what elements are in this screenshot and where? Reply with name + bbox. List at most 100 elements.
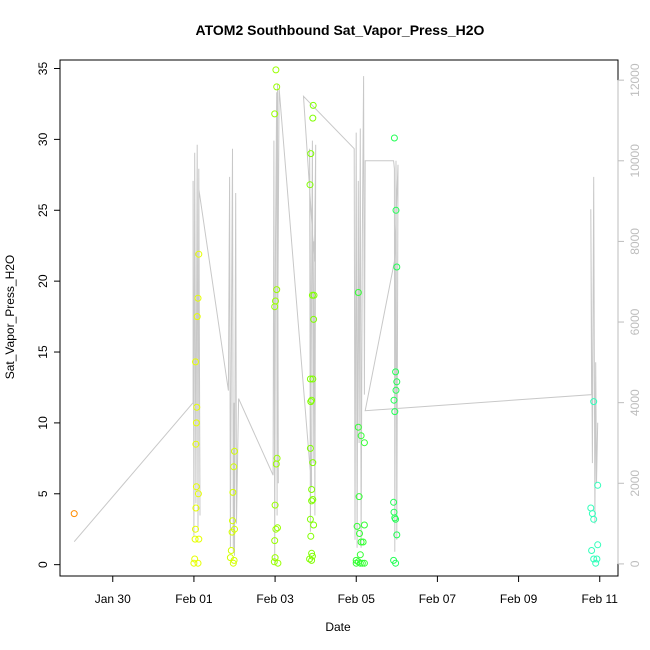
data-point bbox=[271, 537, 279, 545]
data-point bbox=[309, 101, 317, 109]
data-point bbox=[193, 403, 201, 411]
data-point bbox=[306, 375, 314, 383]
data-point bbox=[308, 486, 316, 493]
data-point bbox=[354, 289, 362, 296]
data-point bbox=[390, 498, 398, 506]
data-point bbox=[587, 504, 595, 512]
data-point bbox=[229, 488, 237, 496]
data-point bbox=[192, 504, 200, 512]
data-point bbox=[592, 559, 600, 567]
data-point bbox=[271, 501, 279, 509]
data-point bbox=[392, 386, 400, 394]
y-axis-left: 0 5 10 15 20 25 30 35 bbox=[36, 62, 61, 568]
data-point bbox=[360, 439, 368, 447]
y2-tick-label: 2000 bbox=[628, 470, 642, 497]
data-point bbox=[391, 408, 399, 416]
y2-tick-label: 4000 bbox=[628, 389, 642, 416]
data-point bbox=[353, 522, 361, 530]
data-point bbox=[356, 530, 363, 537]
y-tick-label: 25 bbox=[36, 203, 50, 217]
data-point bbox=[191, 555, 199, 563]
data-point bbox=[359, 538, 367, 546]
y2-tick-label: 8000 bbox=[628, 228, 642, 255]
data-point bbox=[309, 114, 317, 122]
data-point bbox=[310, 291, 318, 299]
plot-frame bbox=[59, 59, 619, 577]
data-point bbox=[390, 134, 398, 142]
y2-tick-label: 10000 bbox=[628, 144, 642, 178]
data-point bbox=[230, 556, 238, 564]
data-point bbox=[593, 555, 601, 563]
data-point bbox=[393, 531, 401, 539]
x-tick-label: Feb 01 bbox=[175, 592, 213, 606]
y-tick-label: 15 bbox=[36, 345, 50, 359]
data-point bbox=[309, 459, 317, 467]
data-point bbox=[590, 515, 598, 523]
data-point bbox=[192, 419, 200, 427]
y-tick-label: 10 bbox=[36, 416, 50, 430]
x-tick-label: Feb 11 bbox=[582, 592, 619, 606]
data-point bbox=[308, 556, 316, 564]
data-point bbox=[190, 559, 198, 567]
data-point bbox=[273, 454, 281, 462]
data-point bbox=[393, 263, 401, 271]
data-point bbox=[231, 447, 238, 455]
data-point bbox=[309, 375, 317, 383]
x-tick-label: Feb 03 bbox=[256, 592, 294, 606]
data-point bbox=[194, 490, 202, 498]
data-point bbox=[310, 521, 318, 529]
data-point bbox=[306, 181, 314, 189]
data-point bbox=[270, 558, 278, 566]
data-point bbox=[195, 535, 203, 543]
y2-tick-label: 0 bbox=[628, 560, 642, 567]
data-point bbox=[193, 313, 201, 321]
x-axis-label: Date bbox=[325, 620, 351, 634]
y-tick-label: 0 bbox=[36, 561, 50, 568]
data-point bbox=[360, 521, 368, 529]
x-tick-label: Jan 30 bbox=[95, 592, 131, 606]
series-line-right-axis bbox=[73, 76, 599, 564]
data-point bbox=[272, 297, 279, 305]
data-point bbox=[70, 510, 78, 518]
data-point bbox=[192, 525, 199, 533]
data-point bbox=[194, 559, 202, 567]
data-point bbox=[192, 358, 199, 366]
data-point bbox=[230, 463, 238, 471]
data-point bbox=[590, 555, 598, 563]
data-point bbox=[356, 551, 364, 559]
data-point bbox=[272, 66, 280, 74]
data-point bbox=[390, 508, 398, 516]
y2-tick-label: 6000 bbox=[628, 308, 642, 335]
data-point bbox=[273, 286, 281, 294]
data-point bbox=[392, 559, 400, 567]
x-axis: Jan 30 Feb 01 Feb 03 Feb 05 Feb 07 Feb 09 Feb … bbox=[95, 575, 619, 606]
y-axis-label: Sat_Vapor_Press_H2O bbox=[3, 255, 17, 380]
y2-tick-label: 12000 bbox=[628, 63, 642, 97]
data-point bbox=[308, 396, 316, 404]
chart-title: ATOM2 Southbound Sat_Vapor_Press_H2O bbox=[196, 22, 485, 38]
data-point bbox=[594, 541, 602, 549]
line-series-layer bbox=[73, 76, 599, 564]
x-tick-label: Feb 07 bbox=[419, 592, 457, 606]
y-axis-right: 0 2000 4000 6000 8000 10000 12000 bbox=[617, 63, 642, 567]
data-point bbox=[354, 423, 362, 431]
data-point bbox=[272, 525, 280, 533]
data-point bbox=[307, 398, 315, 406]
y-tick-label: 20 bbox=[36, 274, 50, 288]
data-point bbox=[588, 547, 596, 554]
y-tick-label: 30 bbox=[36, 132, 50, 146]
data-point bbox=[308, 552, 316, 560]
data-point bbox=[392, 515, 400, 523]
y-tick-label: 5 bbox=[36, 490, 50, 497]
data-point bbox=[192, 483, 200, 491]
data-point bbox=[309, 496, 317, 503]
data-point bbox=[194, 294, 202, 302]
y-tick-label: 35 bbox=[36, 62, 50, 76]
data-point bbox=[308, 497, 316, 505]
data-point bbox=[355, 493, 363, 501]
data-point bbox=[307, 532, 315, 540]
x-tick-label: Feb 05 bbox=[338, 592, 376, 606]
data-point bbox=[357, 538, 365, 546]
data-point bbox=[271, 554, 279, 562]
